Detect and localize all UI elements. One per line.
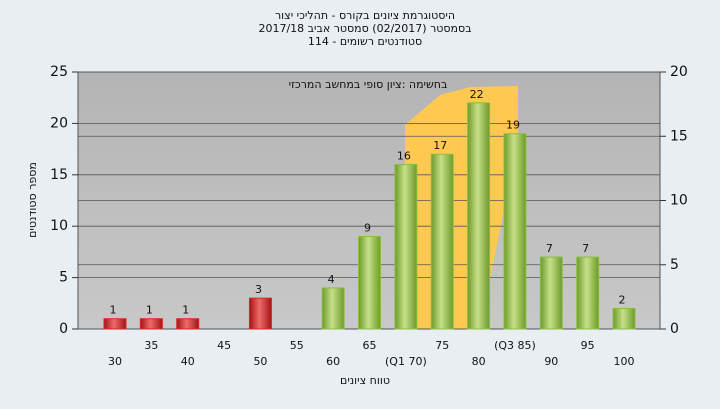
annotation: בחשימה :ציון סופי במחשב המרכזי <box>289 78 448 91</box>
bar <box>394 164 418 330</box>
data-label: 1 <box>146 304 153 317</box>
y-tick-label: 20 <box>50 115 68 131</box>
bar <box>103 318 127 330</box>
bar <box>612 307 636 330</box>
data-label: 4 <box>328 273 335 286</box>
bar <box>176 318 200 330</box>
x-tick-label: 65 <box>363 339 377 352</box>
bar <box>321 287 345 330</box>
x-tick-label: (Q3 85) <box>494 339 536 352</box>
y-tick-label: 0 <box>59 321 68 337</box>
data-label: 19 <box>506 119 520 132</box>
x-tick-label: 35 <box>144 339 158 352</box>
x-tick-label: 45 <box>217 339 231 352</box>
x-tick-label: 75 <box>435 339 449 352</box>
bar <box>576 256 600 330</box>
x-tick-label: 40 <box>181 355 195 368</box>
x-axis-label: טווח ציונים <box>340 374 390 387</box>
y-tick-label: 10 <box>50 218 68 234</box>
y2-tick-label: 0 <box>670 321 679 337</box>
y2-tick-label: 5 <box>670 257 679 273</box>
data-label: 9 <box>364 221 371 234</box>
data-label: 1 <box>110 304 117 317</box>
x-tick-label: 80 <box>472 355 486 368</box>
y-tick-label: 15 <box>50 167 68 183</box>
y2-tick-label: 20 <box>670 64 688 80</box>
bar <box>358 235 382 330</box>
bar <box>139 318 163 330</box>
y-tick-label: 25 <box>50 64 68 80</box>
data-label: 3 <box>255 283 262 296</box>
data-label: 22 <box>470 88 484 101</box>
data-label: 1 <box>182 304 189 317</box>
bar <box>467 102 491 330</box>
x-tick-label: 95 <box>581 339 595 352</box>
chart-subtitle: סטודנטים רשומים - 114 <box>308 35 422 48</box>
bar <box>430 153 454 330</box>
bar <box>539 256 563 330</box>
x-tick-label: 55 <box>290 339 304 352</box>
chart-subtitle: בסמסטר (02/2017) סמסטר אביב 2017/18 <box>258 22 471 35</box>
bar <box>503 133 527 330</box>
x-tick-label: 50 <box>253 355 267 368</box>
data-label: 7 <box>582 242 589 255</box>
x-tick-label: 30 <box>108 355 122 368</box>
x-tick-label: 60 <box>326 355 340 368</box>
data-label: 17 <box>433 139 447 152</box>
chart-title: היסטוגרמת ציונים בקורס - תהליכי יצור <box>275 9 455 22</box>
data-label: 7 <box>546 242 553 255</box>
x-tick-label: 100 <box>614 355 635 368</box>
x-tick-label: (Q1 70) <box>385 355 427 368</box>
y2-tick-label: 15 <box>670 128 688 144</box>
x-tick-label: 90 <box>544 355 558 368</box>
y2-tick-label: 10 <box>670 193 688 209</box>
y-tick-label: 5 <box>59 270 68 286</box>
data-label: 16 <box>397 150 411 163</box>
bar <box>248 297 272 330</box>
y-axis-label: מספר סטודנטים <box>26 162 39 238</box>
data-label: 2 <box>619 293 626 306</box>
